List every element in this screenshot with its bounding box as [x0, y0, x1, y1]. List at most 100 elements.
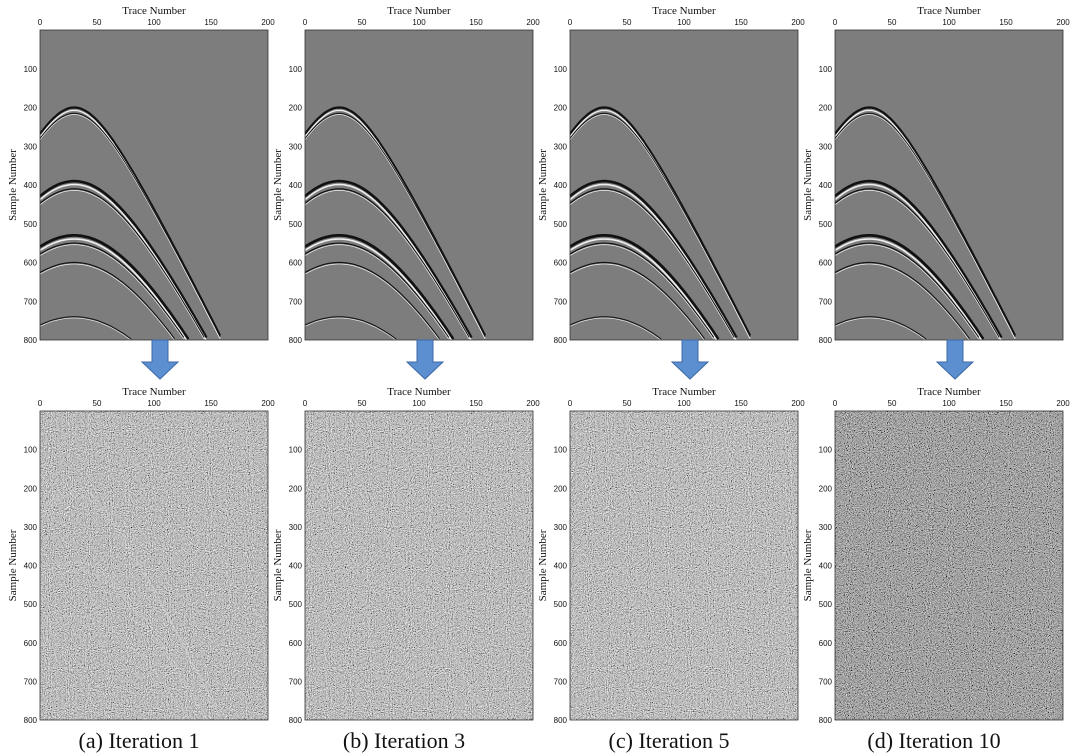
y-tick-label: 800 — [554, 336, 568, 345]
y-tick-label: 200 — [554, 104, 568, 113]
event-light — [570, 183, 737, 340]
residual-event — [305, 493, 486, 718]
x-tick-label: 0 — [38, 18, 43, 27]
y-tick-label: 200 — [819, 104, 833, 113]
residual-event — [570, 568, 735, 718]
y-axis-label: Sample Number — [537, 149, 549, 221]
y-tick-label: 400 — [289, 181, 303, 190]
y-axis-label: Sample Number — [272, 149, 284, 221]
y-tick-label: 400 — [554, 181, 568, 190]
y-tick-label: 400 — [24, 181, 38, 190]
y-tick-label: 400 — [554, 562, 568, 571]
frame — [304, 410, 534, 721]
x-tick-label: 100 — [677, 399, 691, 408]
x-tick-label: 200 — [526, 18, 540, 27]
y-tick-label: 600 — [554, 639, 568, 648]
y-tick-label: 500 — [819, 600, 833, 609]
y-tick-label: 800 — [24, 716, 38, 725]
noise — [570, 411, 798, 720]
x-tick-label: 200 — [1056, 18, 1070, 27]
residual-event — [40, 493, 221, 718]
event-light — [40, 238, 188, 340]
x-axis-label: Trace Number — [652, 386, 716, 398]
y-tick-label: 100 — [289, 446, 303, 455]
y-tick-label: 600 — [24, 639, 38, 648]
residual-event — [40, 568, 205, 718]
event-light — [835, 114, 1016, 339]
residual-event — [570, 487, 751, 716]
residual-event — [40, 561, 207, 718]
y-tick-label: 500 — [289, 220, 303, 229]
y-tick-label: 100 — [819, 65, 833, 74]
y-tick-label: 200 — [289, 104, 303, 113]
event-dark — [40, 261, 175, 340]
seismic-image — [305, 411, 533, 720]
x-axis-label: Trace Number — [387, 386, 451, 398]
y-axis-label: Sample Number — [537, 529, 549, 601]
y-tick-label: 300 — [554, 142, 568, 151]
x-tick-label: 50 — [888, 18, 897, 27]
x-tick-label: 0 — [568, 18, 573, 27]
caption: (d) Iteration 10 — [867, 728, 1000, 753]
event-light — [570, 263, 705, 340]
y-tick-label: 700 — [24, 677, 38, 686]
x-tick-label: 0 — [303, 399, 308, 408]
seismic-image — [835, 30, 1063, 340]
residual-event — [305, 487, 486, 716]
event-light — [40, 244, 184, 340]
y-tick-label: 300 — [24, 523, 38, 532]
frame — [569, 410, 799, 721]
y-tick-label: 200 — [554, 484, 568, 493]
down-arrow — [935, 339, 975, 380]
x-axis-label: Trace Number — [917, 5, 981, 17]
y-tick-label: 500 — [24, 220, 38, 229]
x-tick-label: 100 — [677, 18, 691, 27]
x-axis-label: Trace Number — [122, 5, 186, 17]
event-dark — [570, 242, 715, 338]
x-tick-label: 50 — [623, 18, 632, 27]
event-light — [305, 114, 486, 339]
event-dark — [305, 316, 397, 340]
y-tick-label: 200 — [289, 484, 303, 493]
x-tick-label: 150 — [734, 399, 748, 408]
event-dark — [835, 316, 927, 340]
event-dark — [305, 242, 450, 338]
y-axis-label: Sample Number — [272, 529, 284, 601]
residual-event — [40, 615, 189, 720]
event-light — [40, 317, 132, 340]
x-tick-label: 0 — [568, 399, 573, 408]
event-dark — [835, 188, 1000, 338]
y-axis-label: Sample Number — [7, 149, 19, 221]
x-tick-label: 100 — [412, 18, 426, 27]
event-light — [40, 263, 175, 340]
panel: Trace Number 0 50 100 150 200 100 200 300 400 500 6… — [7, 386, 275, 725]
y-tick-label: 800 — [819, 336, 833, 345]
x-axis-label: Trace Number — [917, 386, 981, 398]
x-tick-label: 100 — [147, 18, 161, 27]
y-tick-label: 600 — [289, 639, 303, 648]
event-light — [570, 114, 751, 339]
event-dark — [570, 261, 705, 340]
event-light — [570, 190, 735, 340]
y-tick-label: 500 — [554, 220, 568, 229]
event-light — [835, 244, 979, 340]
y-tick-label: 200 — [819, 484, 833, 493]
x-tick-label: 50 — [358, 399, 367, 408]
residual-event — [570, 615, 719, 720]
y-tick-label: 500 — [819, 220, 833, 229]
y-tick-label: 600 — [289, 259, 303, 268]
residual-event — [305, 568, 470, 718]
event-light — [835, 183, 1002, 340]
down-arrow — [405, 339, 445, 380]
y-tick-label: 300 — [819, 142, 833, 151]
seismic-image — [570, 30, 798, 340]
event-dark — [305, 179, 473, 339]
event-dark — [835, 261, 970, 340]
caption: (a) Iteration 1 — [79, 728, 200, 753]
y-tick-label: 200 — [24, 104, 38, 113]
caption: (b) Iteration 3 — [343, 728, 465, 753]
panel: Trace Number 0 50 100 150 200 100 200 300 400 500 6… — [272, 5, 540, 345]
event-dark — [40, 106, 222, 337]
seismic-image — [570, 411, 798, 720]
x-tick-label: 50 — [623, 399, 632, 408]
